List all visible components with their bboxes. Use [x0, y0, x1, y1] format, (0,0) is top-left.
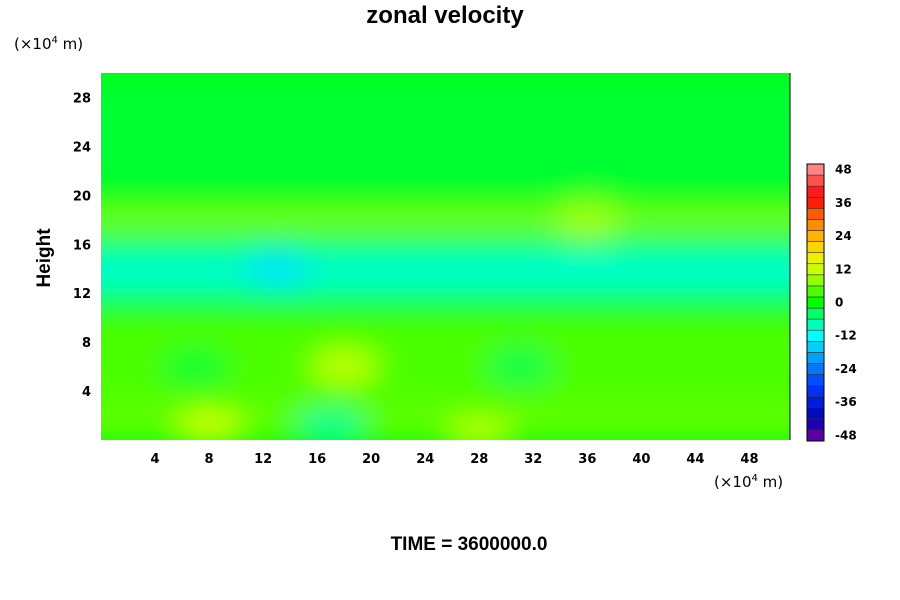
colorbar-segment [806, 208, 825, 220]
field-band [101, 207, 790, 233]
x-tick-label: 28 [470, 452, 488, 467]
x-tick-label: 40 [632, 452, 650, 467]
field-band [101, 189, 790, 208]
colorbar-tick-label: 24 [835, 229, 852, 243]
y-tick-label: 20 [73, 189, 91, 204]
colorbar-segment [806, 219, 825, 231]
plot-area [101, 73, 790, 440]
colorbar-segment [806, 374, 825, 386]
colorbar-segment [806, 340, 825, 353]
y-ticks: 4 8 12 16 20 24 28 [73, 91, 91, 400]
colorbar-segment [806, 385, 825, 397]
colorbar-tick-label: 0 [835, 296, 843, 310]
chart-title: zonal velocity [366, 2, 524, 29]
colorbar-tick-label: 36 [835, 196, 852, 210]
velocity-field [101, 73, 790, 440]
y-tick-label: 12 [73, 287, 91, 302]
y-unit-prefix: (×10 [14, 35, 52, 53]
x-tick-label: 32 [524, 452, 542, 467]
colorbar-tick-label: -36 [835, 395, 857, 409]
field-feature [161, 348, 230, 385]
colorbar-segment [806, 274, 825, 287]
colorbar-segment [806, 263, 825, 276]
x-tick-label: 36 [578, 452, 596, 467]
colorbar-segment [806, 396, 825, 409]
colorbar [806, 163, 825, 442]
x-unit-exponent: 4 [752, 473, 758, 484]
field-feature [296, 409, 365, 440]
x-unit-prefix: (×10 [714, 473, 752, 491]
colorbar-segment [806, 296, 825, 309]
colorbar-tick-label: -12 [835, 329, 857, 343]
field-feature [310, 348, 379, 385]
y-unit-exponent: 4 [52, 35, 58, 46]
colorbar-segment [806, 252, 825, 265]
colorbar-ticks: 48 36 24 12 0 -12 -24 -36 -48 [835, 163, 857, 443]
field-feature [485, 348, 554, 385]
colorbar-tick-label: -48 [835, 428, 857, 442]
colorbar-segment [806, 318, 825, 331]
x-tick-label: 20 [362, 452, 380, 467]
y-tick-label: 24 [73, 140, 91, 155]
field-band [101, 232, 790, 257]
x-ticks: 4 8 12 16 20 24 28 32 36 40 44 48 [151, 452, 759, 467]
y-tick-label: 28 [73, 91, 91, 106]
colorbar-segment [806, 163, 825, 176]
field-feature [445, 415, 514, 440]
colorbar-segment [806, 429, 825, 442]
time-annotation: TIME = 3600000.0 [391, 534, 548, 555]
x-tick-label: 4 [151, 452, 160, 467]
field-band [101, 73, 790, 190]
colorbar-segment [806, 352, 825, 364]
colorbar-segment [806, 285, 825, 298]
colorbar-segment [806, 241, 825, 253]
colorbar-segment [806, 363, 825, 375]
colorbar-segment [806, 418, 825, 431]
colorbar-segment [806, 307, 825, 320]
colorbar-segment [806, 185, 825, 198]
x-unit-suffix: m) [758, 473, 783, 491]
y-tick-label: 8 [82, 336, 91, 351]
colorbar-tick-label: -24 [835, 362, 857, 376]
x-tick-label: 44 [686, 452, 704, 467]
colorbar-segment [806, 329, 825, 342]
y-axis-unit: (×104 m) [14, 35, 83, 53]
x-tick-label: 12 [254, 452, 272, 467]
x-axis-unit: (×104 m) [714, 473, 783, 491]
colorbar-segment [806, 230, 825, 242]
colorbar-frame [806, 163, 825, 442]
y-tick-label: 4 [82, 385, 91, 400]
field-band [101, 256, 790, 281]
field-band [101, 299, 790, 318]
y-tick-label: 16 [73, 238, 91, 253]
colorbar-segment [806, 196, 825, 209]
x-tick-label: 8 [205, 452, 214, 467]
colorbar-segment [806, 407, 825, 420]
x-tick-label: 16 [308, 452, 326, 467]
colorbar-tick-label: 12 [835, 262, 852, 276]
x-tick-label: 48 [740, 452, 758, 467]
x-tick-label: 24 [416, 452, 434, 467]
colorbar-tick-label: 48 [835, 163, 852, 177]
y-axis-label: Height [34, 228, 55, 288]
field-feature [553, 201, 622, 238]
colorbar-segment [806, 174, 825, 187]
y-unit-suffix: m) [58, 35, 83, 53]
field-feature [242, 250, 311, 287]
field-feature [175, 409, 244, 440]
field-band [101, 280, 790, 300]
